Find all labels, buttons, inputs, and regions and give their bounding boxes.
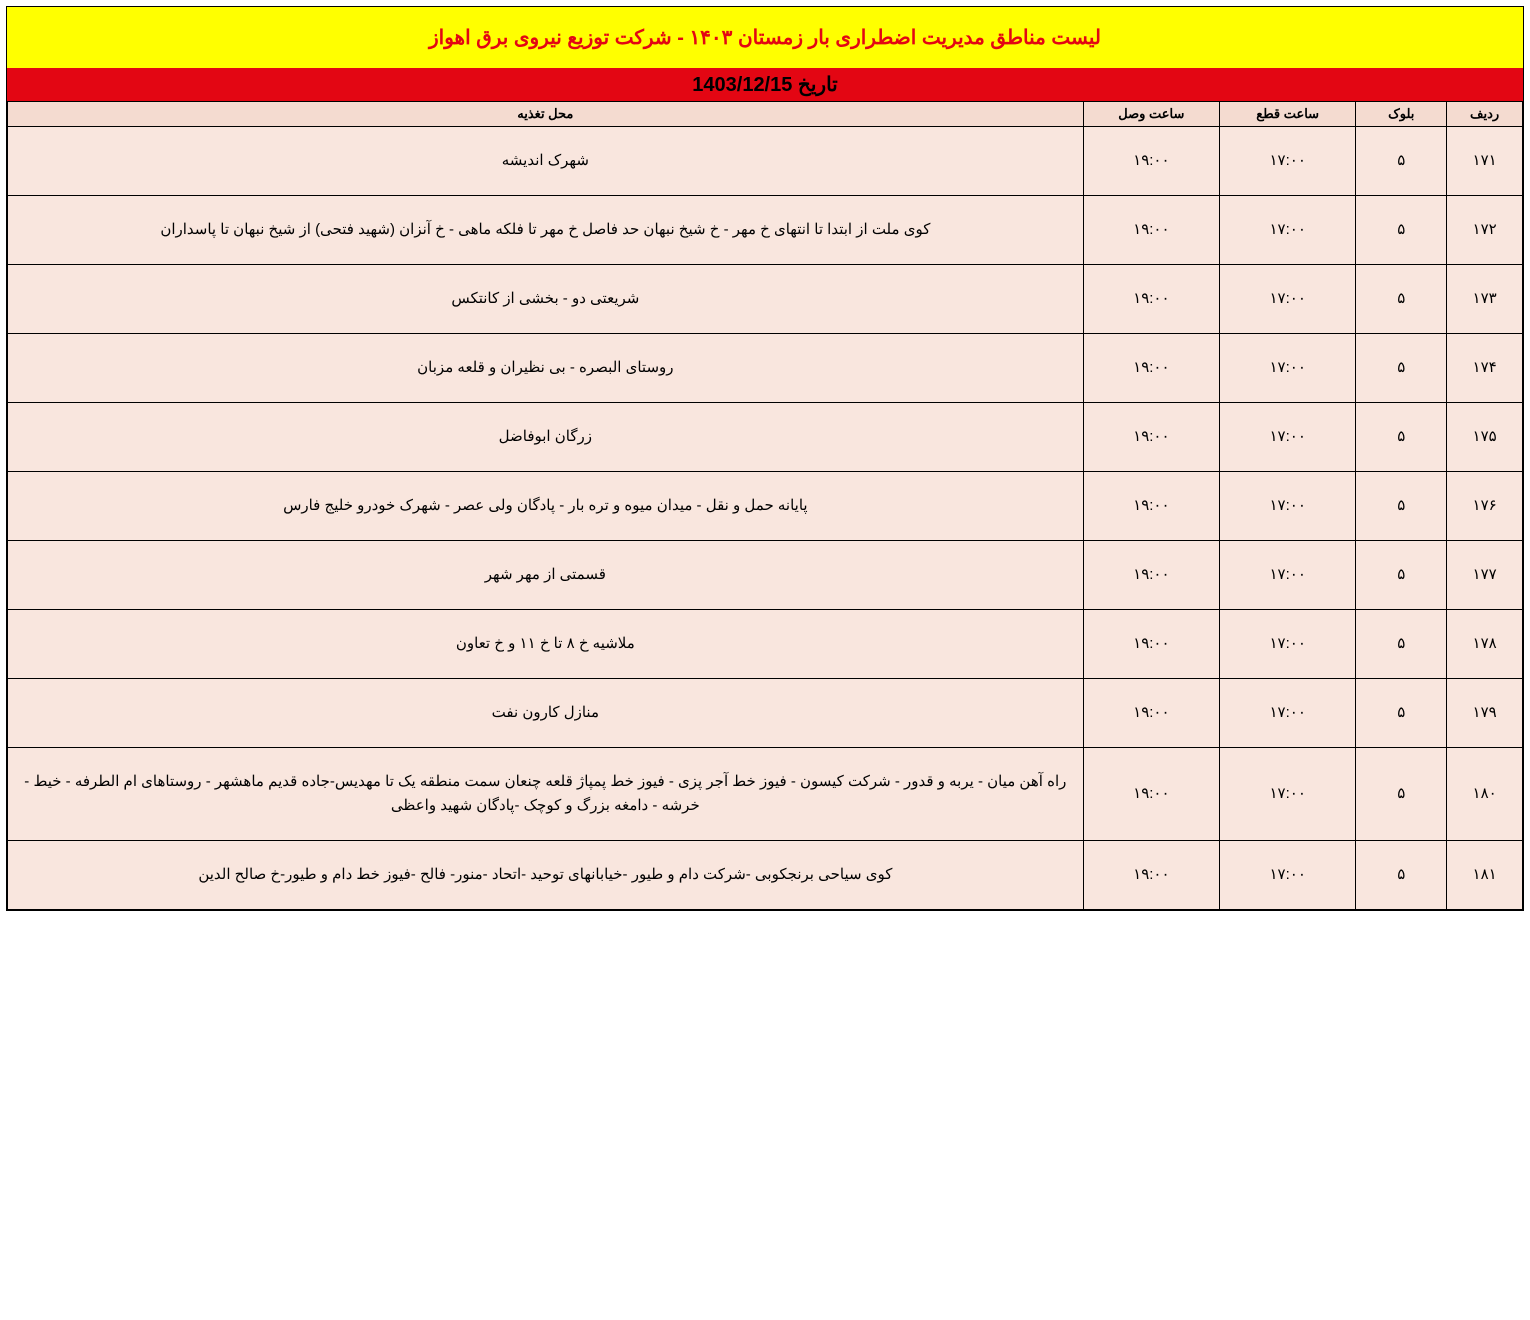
cell-location: راه آهن میان - یربه و قدور - شرکت کیسون …: [8, 748, 1084, 841]
cell-connect: ۱۹:۰۰: [1083, 610, 1219, 679]
table-row: ۱۷۶۵۱۷:۰۰۱۹:۰۰پایانه حمل و نقل - میدان م…: [8, 472, 1523, 541]
table-row: ۱۷۲۵۱۷:۰۰۱۹:۰۰کوی ملت از ابتدا تا انتهای…: [8, 196, 1523, 265]
cell-block: ۵: [1356, 610, 1447, 679]
cell-block: ۵: [1356, 127, 1447, 196]
cell-connect: ۱۹:۰۰: [1083, 679, 1219, 748]
cell-cut: ۱۷:۰۰: [1220, 334, 1356, 403]
cell-block: ۵: [1356, 334, 1447, 403]
col-header-cut: ساعت قطع: [1220, 102, 1356, 127]
cell-cut: ۱۷:۰۰: [1220, 541, 1356, 610]
cell-cut: ۱۷:۰۰: [1220, 265, 1356, 334]
cell-cut: ۱۷:۰۰: [1220, 841, 1356, 910]
cell-radif: ۱۷۶: [1447, 472, 1523, 541]
cell-cut: ۱۷:۰۰: [1220, 679, 1356, 748]
cell-radif: ۱۷۸: [1447, 610, 1523, 679]
cell-radif: ۱۷۱: [1447, 127, 1523, 196]
cell-radif: ۱۷۴: [1447, 334, 1523, 403]
cell-location: ملاشیه خ ۸ تا خ ۱۱ و خ تعاون: [8, 610, 1084, 679]
table-row: ۱۷۳۵۱۷:۰۰۱۹:۰۰شریعتی دو - بخشی از کانتکس: [8, 265, 1523, 334]
cell-location: پایانه حمل و نقل - میدان میوه و تره بار …: [8, 472, 1084, 541]
cell-block: ۵: [1356, 541, 1447, 610]
col-header-radif: ردیف: [1447, 102, 1523, 127]
cell-connect: ۱۹:۰۰: [1083, 472, 1219, 541]
table-row: ۱۷۴۵۱۷:۰۰۱۹:۰۰روستای البصره - بی نظیران …: [8, 334, 1523, 403]
cell-location: کوی ملت از ابتدا تا انتهای خ مهر - خ شیخ…: [8, 196, 1084, 265]
cell-block: ۵: [1356, 265, 1447, 334]
cell-connect: ۱۹:۰۰: [1083, 403, 1219, 472]
cell-cut: ۱۷:۰۰: [1220, 127, 1356, 196]
col-header-location: محل تغذیه: [8, 102, 1084, 127]
table-row: ۱۷۵۵۱۷:۰۰۱۹:۰۰زرگان ابوفاضل: [8, 403, 1523, 472]
cell-block: ۵: [1356, 472, 1447, 541]
cell-location: شهرک اندیشه: [8, 127, 1084, 196]
cell-cut: ۱۷:۰۰: [1220, 748, 1356, 841]
cell-location: روستای البصره - بی نظیران و قلعه مزبان: [8, 334, 1084, 403]
cell-location: شریعتی دو - بخشی از کانتکس: [8, 265, 1084, 334]
cell-radif: ۱۷۷: [1447, 541, 1523, 610]
cell-block: ۵: [1356, 748, 1447, 841]
table-row: ۱۸۱۵۱۷:۰۰۱۹:۰۰کوی سیاحی برنجکوبی -شرکت د…: [8, 841, 1523, 910]
cell-connect: ۱۹:۰۰: [1083, 127, 1219, 196]
date-banner: تاریخ 1403/12/15: [7, 68, 1523, 101]
cell-cut: ۱۷:۰۰: [1220, 610, 1356, 679]
cell-cut: ۱۷:۰۰: [1220, 472, 1356, 541]
table-row: ۱۷۱۵۱۷:۰۰۱۹:۰۰شهرک اندیشه: [8, 127, 1523, 196]
cell-radif: ۱۸۰: [1447, 748, 1523, 841]
outage-table: ردیف بلوک ساعت قطع ساعت وصل محل تغذیه ۱۷…: [7, 101, 1523, 910]
col-header-block: بلوک: [1356, 102, 1447, 127]
cell-block: ۵: [1356, 841, 1447, 910]
table-row: ۱۸۰۵۱۷:۰۰۱۹:۰۰راه آهن میان - یربه و قدور…: [8, 748, 1523, 841]
cell-cut: ۱۷:۰۰: [1220, 196, 1356, 265]
table-row: ۱۷۹۵۱۷:۰۰۱۹:۰۰منازل کارون نفت: [8, 679, 1523, 748]
col-header-connect: ساعت وصل: [1083, 102, 1219, 127]
cell-cut: ۱۷:۰۰: [1220, 403, 1356, 472]
cell-connect: ۱۹:۰۰: [1083, 196, 1219, 265]
cell-location: کوی سیاحی برنجکوبی -شرکت دام و طیور -خیا…: [8, 841, 1084, 910]
cell-radif: ۱۷۲: [1447, 196, 1523, 265]
cell-connect: ۱۹:۰۰: [1083, 841, 1219, 910]
cell-block: ۵: [1356, 196, 1447, 265]
table-row: ۱۷۸۵۱۷:۰۰۱۹:۰۰ملاشیه خ ۸ تا خ ۱۱ و خ تعا…: [8, 610, 1523, 679]
cell-radif: ۱۷۳: [1447, 265, 1523, 334]
table-header-row: ردیف بلوک ساعت قطع ساعت وصل محل تغذیه: [8, 102, 1523, 127]
cell-connect: ۱۹:۰۰: [1083, 334, 1219, 403]
cell-block: ۵: [1356, 679, 1447, 748]
cell-connect: ۱۹:۰۰: [1083, 541, 1219, 610]
cell-radif: ۱۷۵: [1447, 403, 1523, 472]
cell-connect: ۱۹:۰۰: [1083, 748, 1219, 841]
outage-table-container: لیست مناطق مدیریت اضطراری بار زمستان ۱۴۰…: [6, 6, 1524, 911]
cell-block: ۵: [1356, 403, 1447, 472]
cell-location: قسمتی از مهر شهر: [8, 541, 1084, 610]
cell-location: زرگان ابوفاضل: [8, 403, 1084, 472]
cell-radif: ۱۸۱: [1447, 841, 1523, 910]
cell-radif: ۱۷۹: [1447, 679, 1523, 748]
page-title: لیست مناطق مدیریت اضطراری بار زمستان ۱۴۰…: [7, 7, 1523, 68]
cell-connect: ۱۹:۰۰: [1083, 265, 1219, 334]
cell-location: منازل کارون نفت: [8, 679, 1084, 748]
table-row: ۱۷۷۵۱۷:۰۰۱۹:۰۰قسمتی از مهر شهر: [8, 541, 1523, 610]
